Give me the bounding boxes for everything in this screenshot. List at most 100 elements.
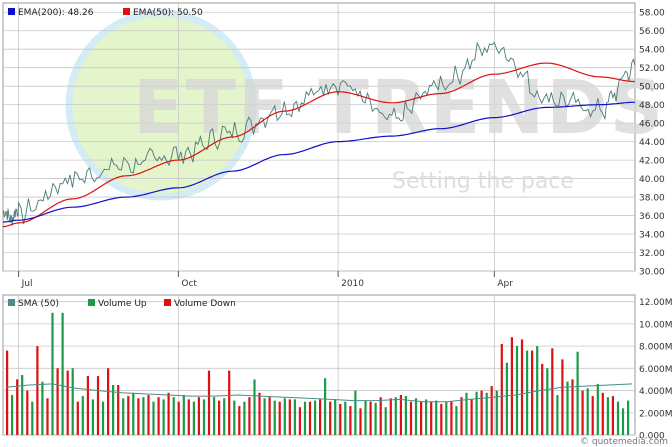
volume-down-bar [480,390,483,435]
volume-down-bar [238,406,241,435]
price-y-tick-label: 48.00 [639,101,665,111]
volume-up-bar [475,391,478,435]
price-y-tick-label: 44.00 [639,138,665,148]
volume-down-bar [76,401,79,435]
legend-label-ema50: EMA(50): 50.50 [133,8,203,18]
volume-down-bar [450,401,453,435]
volume-up-bar [445,401,448,435]
volume-down-bar [228,370,231,435]
volume-up-bar [505,362,508,435]
volume-up-bar [394,397,397,435]
legend-swatch-ema50 [123,8,130,15]
volume-down-bar [369,401,372,435]
volume-up-bar [293,399,296,435]
volume-down-bar [571,379,574,435]
volume-up-bar [546,368,549,435]
price-y-axis: 30.00 32.00 34.00 36.00 38.00 40.00 42.00 44.00… [639,9,665,278]
price-y-tick-label: 42.00 [639,157,665,167]
volume-down-bar [96,376,100,435]
volume-up-bar [202,399,206,435]
volume-down-bar [298,407,301,435]
price-grid [3,3,635,272]
volume-down-bar [248,397,251,435]
volume-up-bar [243,401,246,435]
volume-down-bar [440,403,443,435]
volume-y-tick-label: 6.000M [639,365,672,375]
volume-up-bar [621,408,625,435]
volume-up-bar [404,396,407,435]
volume-down-bar [107,368,110,435]
volume-legend: SMA (50) Volume Up Volume Down [8,299,236,309]
legend-label-volume-down: Volume Down [174,299,236,309]
ema200-line [3,101,635,223]
volume-up-bar [414,398,418,435]
price-y-tick-label: 52.00 [639,64,665,74]
price-legend: EMA(200): 48.26 EMA(50): 50.50 [8,8,203,18]
volume-up-bar [556,395,559,435]
volume-down-bar [561,359,564,435]
volume-down-bar [288,399,291,435]
price-y-tick-label: 54.00 [639,46,665,56]
price-y-tick-label: 56.00 [639,27,665,37]
volume-down-bar [26,390,29,435]
volume-down-bar [167,392,170,435]
volume-down-bar [460,397,463,435]
volume-down-bar [46,398,49,435]
legend-swatch-ema200 [8,8,15,15]
volume-down-bar [470,399,473,435]
ema50-line [3,62,636,228]
volume-up-bar [425,399,428,435]
volume-up-bar [142,397,145,435]
volume-down-bar [177,401,180,435]
volume-up-bar [515,346,519,435]
volume-up-bar [61,312,64,435]
volume-y-tick-label: 12.00M [639,298,672,308]
volume-up-bar [223,398,226,435]
volume-y-tick-label: 10.00M [639,320,672,330]
price-x-tick-label: Oct [181,279,197,289]
volume-up-bar [364,400,367,435]
volume-down-bar [349,406,352,435]
volume-down-bar [56,368,59,435]
volume-sma [5,383,633,403]
volume-down-bar [319,399,322,435]
volume-up-bar [485,392,488,435]
volume-down-bar [379,397,382,435]
volume-up-bar [303,401,307,435]
volume-up-bar [101,401,105,435]
volume-up-bar [455,406,458,435]
volume-up-bar [384,407,387,435]
watermark-tagline: Setting the pace [392,169,574,194]
volume-down-bar [187,399,190,435]
volume-down-bar [218,400,221,435]
volume-up-bar [162,399,165,435]
volume-down-bar [6,350,9,435]
volume-down-bar [147,395,150,435]
volume-down-bar [389,398,392,435]
volume-up-bar [344,401,347,435]
volume-down-bar [278,401,281,435]
volume-down-bar [339,403,342,435]
volume-up-bar [31,401,34,435]
volume-down-bar [551,348,554,435]
price-y-tick-label: 46.00 [639,120,665,130]
volume-up-bar [172,397,175,435]
volume-up-bar [263,398,266,435]
volume-down-bar [86,376,89,435]
volume-up-bar [465,392,468,435]
volume-up-bar [192,401,195,435]
volume-down-bar [500,343,503,435]
volume-up-bar [51,312,54,435]
volume-down-bar [541,363,544,435]
volume-down-bar [157,397,160,435]
volume-up-bar [495,390,498,435]
volume-up-bar [606,397,609,435]
volume-down-bar [36,346,39,435]
price-series [2,41,636,228]
volume-up-bar [334,399,337,435]
volume-down-bar [420,401,423,435]
price-y-tick-label: 30.00 [639,268,665,278]
volume-down-bar [359,408,362,435]
price-y-tick-label: 34.00 [639,231,665,241]
legend-label-ema200: EMA(200): 48.26 [18,8,94,18]
